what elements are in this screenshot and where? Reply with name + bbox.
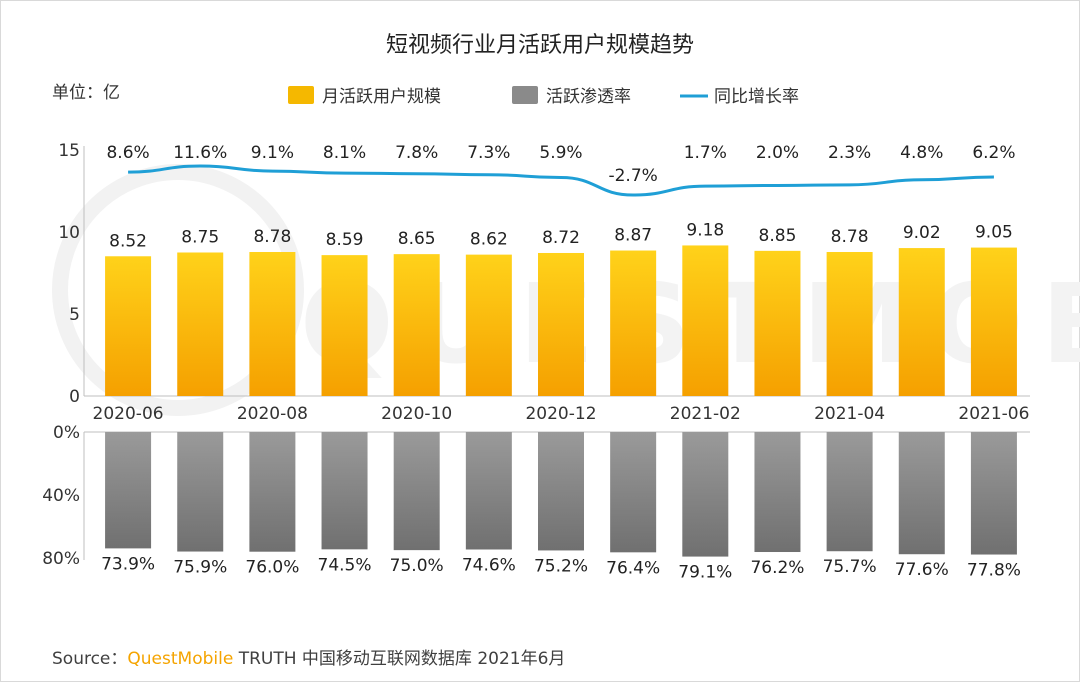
mau-bar xyxy=(970,247,1017,396)
mau-bar xyxy=(610,250,657,396)
x-tick-label: 2020-10 xyxy=(381,404,452,424)
mau-bar xyxy=(105,256,152,396)
mau-bar xyxy=(465,254,512,396)
penetration-bar xyxy=(538,432,584,551)
penetration-value-label: 73.9% xyxy=(101,554,155,574)
penetration-value-label: 79.1% xyxy=(678,563,732,583)
y-tick-label: 15 xyxy=(58,141,80,161)
penetration-bar xyxy=(826,432,873,552)
mau-value-label: 8.65 xyxy=(398,229,436,249)
mau-bar xyxy=(826,252,873,396)
mau-value-label: 9.05 xyxy=(975,223,1013,243)
mau-bar xyxy=(177,252,224,396)
x-tick-label: 2020-12 xyxy=(525,404,596,424)
source-brand: QuestMobile xyxy=(127,649,234,669)
growth-value-label: 11.6% xyxy=(173,143,227,163)
penetration-value-label: 77.8% xyxy=(967,561,1021,581)
penetration-value-label: 76.2% xyxy=(750,558,804,578)
penetration-value-label: 75.9% xyxy=(173,558,227,578)
penetration-bar xyxy=(970,432,1017,555)
growth-value-label: 1.7% xyxy=(684,143,727,163)
penetration-bar xyxy=(105,432,152,549)
penetration-value-label: 77.6% xyxy=(895,560,949,580)
penetration-bar xyxy=(682,432,729,557)
legend-swatch xyxy=(288,86,314,104)
mau-value-label: 8.62 xyxy=(470,230,508,250)
y-tick-label: 10 xyxy=(58,223,80,243)
mau-bar xyxy=(249,252,296,396)
mau-bar xyxy=(393,254,440,396)
penetration-value-label: 75.7% xyxy=(823,557,877,577)
mau-bar xyxy=(321,255,368,396)
source-prefix: Source： xyxy=(52,649,128,669)
data-labels: 8.52 8.75 8.78 8.59 8.65 8.62 8.72 8.87 9.18 8.85… xyxy=(101,143,1021,583)
y-tick-label: 5 xyxy=(69,305,80,325)
penetration-bar xyxy=(465,432,512,550)
chart-title: 短视频行业月活跃用户规模趋势 xyxy=(386,33,694,58)
mau-value-label: 8.59 xyxy=(326,230,364,250)
y-tick-label: 80% xyxy=(42,549,80,569)
penetration-bar xyxy=(393,432,440,551)
growth-value-label: 8.6% xyxy=(106,143,149,163)
legend-swatch xyxy=(512,86,538,104)
mau-value-label: 9.18 xyxy=(686,220,724,240)
legend-label: 同比增长率 xyxy=(714,87,799,107)
growth-value-label: 6.2% xyxy=(972,143,1015,163)
mau-bar xyxy=(538,252,584,396)
unit-label: 单位：亿 xyxy=(52,83,120,103)
source-note: Source：QuestMobile TRUTH 中国移动互联网数据库 2021… xyxy=(52,644,565,669)
source-text: TRUTH 中国移动互联网数据库 2021年6月 xyxy=(233,649,566,669)
penetration-bar xyxy=(249,432,296,552)
x-tick-label: 2020-08 xyxy=(237,404,308,424)
penetration-value-label: 76.4% xyxy=(606,558,660,578)
mau-value-label: 8.78 xyxy=(831,227,869,247)
x-tick-label: 2021-06 xyxy=(958,404,1029,424)
penetration-value-label: 76.0% xyxy=(245,558,299,578)
penetration-bar xyxy=(610,432,657,553)
mau-bar xyxy=(682,245,729,396)
x-tick-label: 2020-06 xyxy=(93,404,164,424)
growth-value-label: 9.1% xyxy=(251,143,294,163)
x-tick-label: 2021-04 xyxy=(814,404,885,424)
mau-value-label: 8.87 xyxy=(614,226,652,246)
mau-value-label: 9.02 xyxy=(903,223,941,243)
growth-value-label: 2.0% xyxy=(756,143,799,163)
axes: 0 5 10 15 0% 40% 80% 2020-06 2020-08 2020-10 2020-… xyxy=(42,141,1030,569)
penetration-bar xyxy=(754,432,801,553)
legend-label: 月活跃用户规模 xyxy=(322,87,441,107)
penetration-value-label: 75.0% xyxy=(390,556,444,576)
penetration-bar xyxy=(177,432,224,552)
mau-value-label: 8.85 xyxy=(759,226,797,246)
penetration-value-label: 75.2% xyxy=(534,556,588,576)
legend-label: 活跃渗透率 xyxy=(546,87,631,107)
x-tick-label: 2021-02 xyxy=(670,404,741,424)
growth-line xyxy=(128,164,994,197)
mau-bar xyxy=(754,250,801,396)
mau-value-label: 8.78 xyxy=(253,227,291,247)
growth-value-label: -2.7% xyxy=(608,166,657,186)
growth-value-label: 5.9% xyxy=(539,143,582,163)
penetration-bars xyxy=(105,432,1017,557)
penetration-bar xyxy=(898,432,945,555)
growth-line-path xyxy=(128,164,994,197)
growth-value-label: 2.3% xyxy=(828,143,871,163)
growth-value-label: 7.8% xyxy=(395,143,438,163)
mau-value-label: 8.75 xyxy=(181,228,219,248)
penetration-bar xyxy=(321,432,368,550)
mau-value-label: 8.52 xyxy=(109,231,147,251)
watermark-ring xyxy=(52,164,304,416)
penetration-value-label: 74.6% xyxy=(462,555,516,575)
y-tick-label: 0 xyxy=(69,387,80,407)
growth-value-label: 8.1% xyxy=(323,143,366,163)
mau-bar xyxy=(898,248,945,396)
penetration-value-label: 74.5% xyxy=(318,555,372,575)
y-tick-label: 0% xyxy=(53,423,80,443)
mau-value-label: 8.72 xyxy=(542,228,580,248)
growth-value-label: 7.3% xyxy=(467,143,510,163)
mau-bars xyxy=(105,245,1017,396)
legend: 月活跃用户规模 活跃渗透率 同比增长率 xyxy=(288,86,799,107)
growth-value-label: 4.8% xyxy=(900,143,943,163)
y-tick-label: 40% xyxy=(42,486,80,506)
